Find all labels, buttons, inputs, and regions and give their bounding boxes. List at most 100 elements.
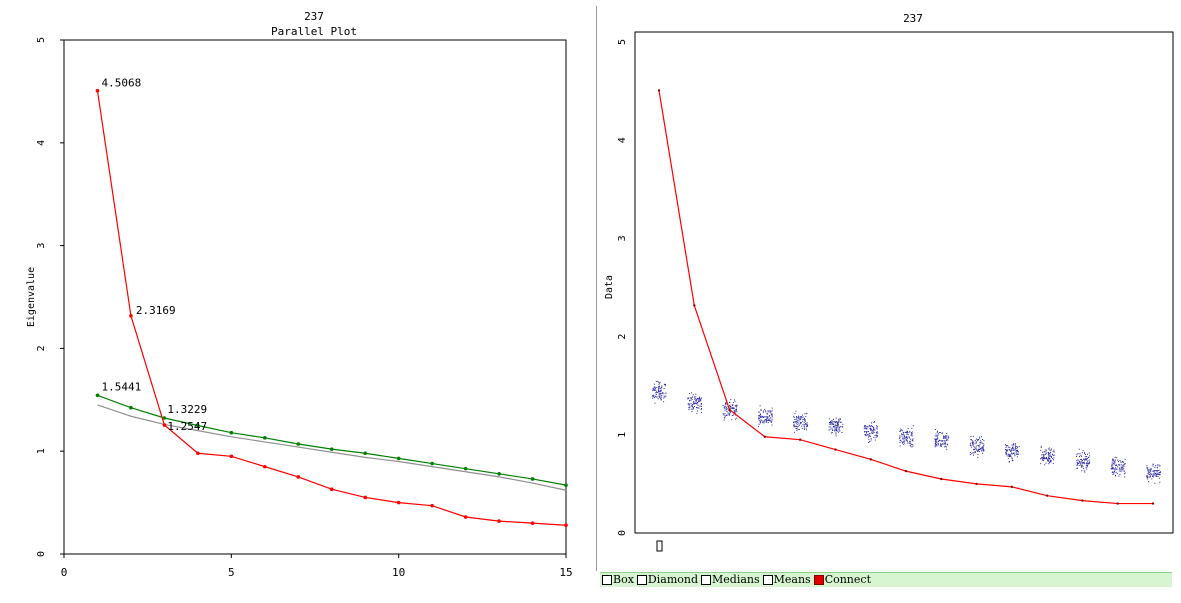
scatter-point bbox=[901, 430, 903, 432]
scatter-point bbox=[835, 422, 837, 424]
scatter-point bbox=[653, 386, 655, 388]
scatter-point bbox=[806, 422, 808, 424]
scatter-point bbox=[899, 430, 901, 432]
scatter-point bbox=[736, 417, 738, 419]
scatter-point bbox=[937, 444, 939, 446]
scatter-point bbox=[837, 422, 838, 424]
scatter-point bbox=[796, 425, 797, 427]
scatter-point bbox=[940, 444, 942, 446]
scatter-point bbox=[690, 403, 692, 405]
scatter-point bbox=[1011, 458, 1013, 460]
scatter-point bbox=[1009, 446, 1011, 448]
scatter-point bbox=[767, 411, 769, 413]
box-checkbox[interactable] bbox=[602, 575, 612, 585]
scatter-point bbox=[906, 430, 908, 432]
connect-checkbox[interactable] bbox=[813, 575, 824, 585]
category-marker-icon[interactable] bbox=[656, 540, 663, 552]
scatter-point bbox=[1012, 448, 1014, 450]
scatter-point bbox=[1042, 459, 1043, 461]
connect-option[interactable]: Connect bbox=[813, 573, 871, 587]
scatter-point bbox=[1123, 461, 1125, 463]
scatter-point bbox=[874, 429, 876, 431]
scatter-point bbox=[1147, 470, 1149, 472]
connect-point bbox=[904, 469, 908, 473]
scatter-point bbox=[1076, 467, 1078, 469]
scatter-point bbox=[977, 456, 979, 458]
scatter-point bbox=[762, 416, 764, 418]
scatter-cluster bbox=[652, 380, 667, 404]
scatter-point bbox=[937, 435, 938, 437]
scatter-point bbox=[803, 418, 805, 420]
scatter-point bbox=[1041, 457, 1043, 459]
scatter-point bbox=[1043, 457, 1045, 459]
scatter-point bbox=[771, 420, 773, 422]
box-option[interactable]: Box bbox=[602, 573, 634, 587]
scatter-point bbox=[729, 401, 730, 403]
scatter-point bbox=[729, 411, 731, 413]
scatter-point bbox=[1146, 475, 1148, 477]
scatter-point bbox=[697, 398, 699, 400]
scatter-point bbox=[1006, 450, 1008, 452]
scatter-point bbox=[1015, 448, 1016, 450]
scatter-point bbox=[912, 445, 914, 447]
scatter-point bbox=[869, 433, 871, 435]
scatter-point bbox=[663, 395, 665, 397]
scatter-point bbox=[840, 426, 842, 428]
scatter-point bbox=[733, 410, 735, 412]
x-tick-label: 5 bbox=[228, 566, 235, 579]
scatter-point bbox=[874, 434, 876, 436]
scatter-point bbox=[1077, 453, 1079, 455]
scatter-point bbox=[660, 387, 662, 389]
scatter-point bbox=[759, 405, 761, 407]
means-option[interactable]: Means bbox=[762, 573, 811, 587]
data-point bbox=[530, 521, 535, 525]
scatter-point bbox=[1040, 445, 1042, 447]
diamond-option[interactable]: Diamond bbox=[636, 573, 698, 587]
scatter-point bbox=[977, 449, 979, 450]
scatter-point bbox=[1156, 476, 1158, 477]
scatter-point bbox=[806, 429, 807, 431]
medians-option[interactable]: Medians bbox=[701, 573, 760, 587]
scatter-point bbox=[769, 420, 771, 422]
scatter-point bbox=[1079, 462, 1081, 464]
scatter-point bbox=[972, 452, 974, 454]
scatter-point bbox=[1011, 448, 1012, 450]
scatter-point bbox=[899, 440, 901, 441]
scatter-point bbox=[973, 445, 974, 447]
scatter-point bbox=[839, 418, 841, 420]
scatter-point bbox=[661, 386, 663, 388]
scatter-point bbox=[870, 429, 871, 431]
scatter-point bbox=[656, 387, 658, 389]
scatter-point bbox=[1147, 477, 1149, 478]
chart-title: 237 bbox=[903, 12, 923, 25]
medians-checkbox[interactable] bbox=[701, 575, 711, 585]
scatter-point bbox=[730, 399, 732, 401]
scatter-point bbox=[835, 427, 837, 429]
scatter-point bbox=[1014, 453, 1016, 455]
diamond-checkbox[interactable] bbox=[636, 575, 647, 585]
scatter-point bbox=[1015, 445, 1017, 447]
scatter-point bbox=[804, 413, 806, 415]
connect-point bbox=[798, 438, 802, 441]
y-tick-label: 5 bbox=[36, 37, 47, 43]
scatter-point bbox=[1048, 455, 1050, 457]
scatter-point bbox=[939, 445, 941, 447]
scatter-point bbox=[833, 429, 835, 431]
connect-point bbox=[1010, 485, 1014, 489]
scatter-point bbox=[1113, 473, 1115, 475]
scatter-point bbox=[1009, 455, 1011, 457]
scatter-point bbox=[1005, 453, 1007, 455]
scatter-point bbox=[1086, 462, 1088, 464]
scatter-point bbox=[1119, 460, 1121, 461]
scatter-point bbox=[696, 407, 697, 408]
scatter-point bbox=[1112, 466, 1114, 468]
scatter-point bbox=[905, 432, 907, 433]
scatter-point bbox=[828, 429, 830, 431]
scatter-point bbox=[1042, 451, 1044, 453]
scatter-point bbox=[1008, 455, 1010, 457]
scatter-point bbox=[1040, 449, 1042, 451]
scatter-point bbox=[697, 404, 699, 406]
scatter-point bbox=[940, 440, 942, 442]
scatter-point bbox=[700, 400, 702, 402]
means-checkbox[interactable] bbox=[762, 575, 773, 585]
